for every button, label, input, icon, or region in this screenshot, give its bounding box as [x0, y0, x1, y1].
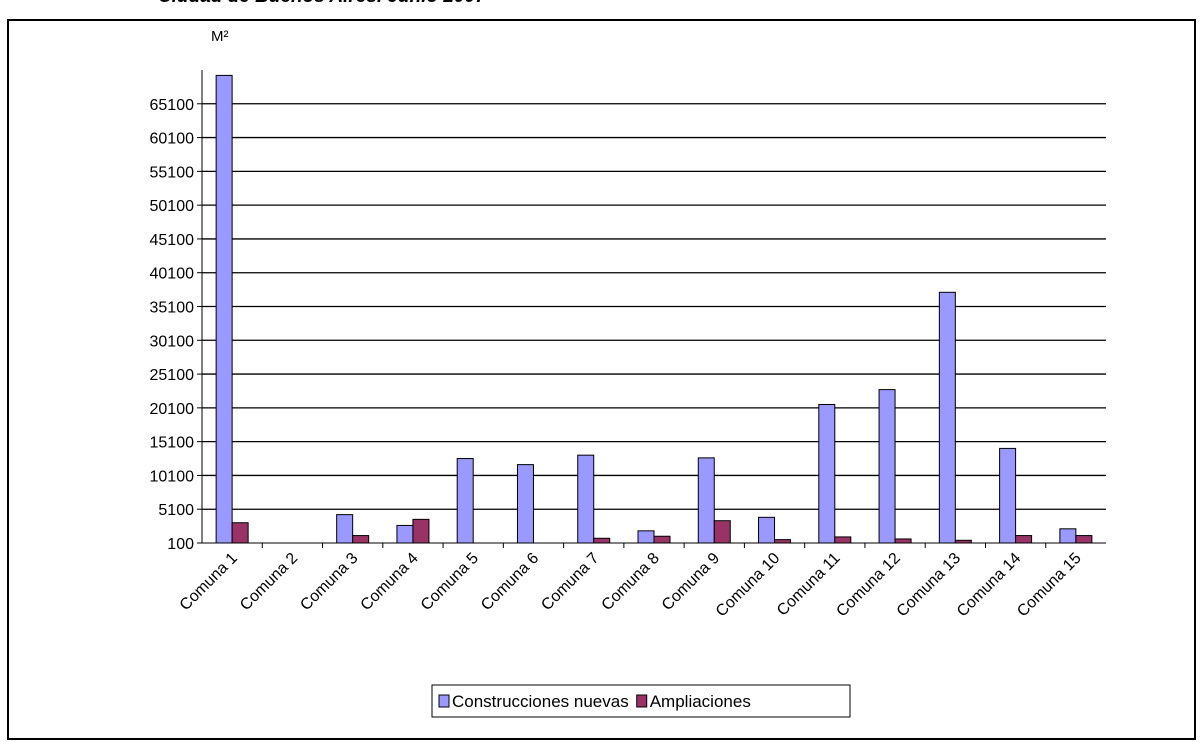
bar-ampliaciones — [1015, 535, 1033, 544]
bar-construcciones-nuevas — [456, 458, 474, 544]
y-tick-label: 35100 — [150, 300, 195, 317]
axes — [197, 70, 1106, 548]
y-tick-label: 5100 — [158, 502, 194, 519]
x-tick-label: Comuna 10 — [713, 550, 784, 621]
bar-construcciones-nuevas — [938, 291, 956, 544]
bar-ampliaciones — [352, 535, 370, 544]
x-tick-label: Comuna 12 — [833, 550, 904, 621]
bar-ampliaciones — [774, 539, 792, 544]
bar-ampliaciones — [713, 520, 731, 544]
x-tick-label: Comuna 5 — [418, 550, 482, 614]
y-tick-label: 40100 — [150, 266, 195, 283]
bar-ampliaciones — [894, 538, 912, 544]
bar-ampliaciones — [231, 522, 249, 544]
header-text: Ciudad de Buenos Aires. Junio 2007 — [158, 0, 486, 8]
x-tick-label: Comuna 1 — [177, 550, 241, 614]
y-axis-label: M² — [211, 28, 229, 45]
y-tick-label: 10100 — [150, 468, 195, 485]
legend-label: Ampliaciones — [650, 692, 751, 711]
y-tick-label: 45100 — [150, 232, 195, 249]
bar-construcciones-nuevas — [637, 530, 655, 544]
bar-ampliaciones — [593, 537, 611, 544]
y-tick-label: 60100 — [150, 131, 195, 148]
bar-construcciones-nuevas — [396, 524, 414, 544]
bar-construcciones-nuevas — [999, 447, 1017, 544]
legend-swatch — [438, 694, 450, 708]
bar-ampliaciones — [1075, 535, 1093, 544]
legend-label: Construcciones nuevas — [452, 692, 629, 711]
bar-construcciones-nuevas — [215, 74, 233, 544]
y-tick-label: 15100 — [150, 435, 195, 452]
x-tick-label: Comuna 3 — [297, 550, 361, 614]
bar-construcciones-nuevas — [818, 403, 836, 544]
bars — [215, 74, 1093, 544]
bar-construcciones-nuevas — [878, 389, 896, 544]
x-tick-label: Comuna 15 — [1014, 550, 1085, 621]
legend-swatch — [636, 694, 648, 708]
bar-construcciones-nuevas — [516, 464, 534, 544]
bar-construcciones-nuevas — [697, 457, 715, 544]
x-tick-label: Comuna 13 — [894, 550, 965, 621]
bar-construcciones-nuevas — [336, 514, 354, 544]
x-tick-label: Comuna 2 — [237, 550, 301, 614]
y-tick-label: 30100 — [150, 333, 195, 350]
bar-construcciones-nuevas — [758, 516, 776, 544]
x-tick-label: Comuna 6 — [478, 550, 542, 614]
y-tick-label: 20100 — [150, 401, 195, 418]
chart-frame: 100 5100 10100 15100 20100 25100 30100 35100 401… — [7, 19, 1196, 740]
y-tick-label: 25100 — [150, 367, 195, 384]
x-tick-label: Comuna 7 — [538, 550, 602, 614]
bar-chart: 100 5100 10100 15100 20100 25100 30100 35100 401… — [150, 28, 1106, 718]
bar-ampliaciones — [653, 535, 671, 544]
x-tick-label: Comuna 9 — [659, 550, 723, 614]
bar-ampliaciones — [412, 518, 430, 544]
x-tick-label: Comuna 8 — [599, 550, 663, 614]
y-tick-label: 55100 — [150, 164, 195, 181]
x-tick-label: Comuna 4 — [358, 550, 422, 614]
bar-ampliaciones — [834, 536, 852, 544]
x-tick-label: Comuna 14 — [954, 550, 1025, 621]
bar-construcciones-nuevas — [1059, 528, 1077, 544]
bar-construcciones-nuevas — [577, 454, 595, 544]
y-tick-label: 100 — [167, 536, 194, 553]
legend: Construcciones nuevas Ampliaciones — [431, 684, 851, 718]
gridlines — [202, 103, 1106, 510]
y-tick-label: 65100 — [150, 97, 195, 114]
y-tick-label: 50100 — [150, 198, 195, 215]
